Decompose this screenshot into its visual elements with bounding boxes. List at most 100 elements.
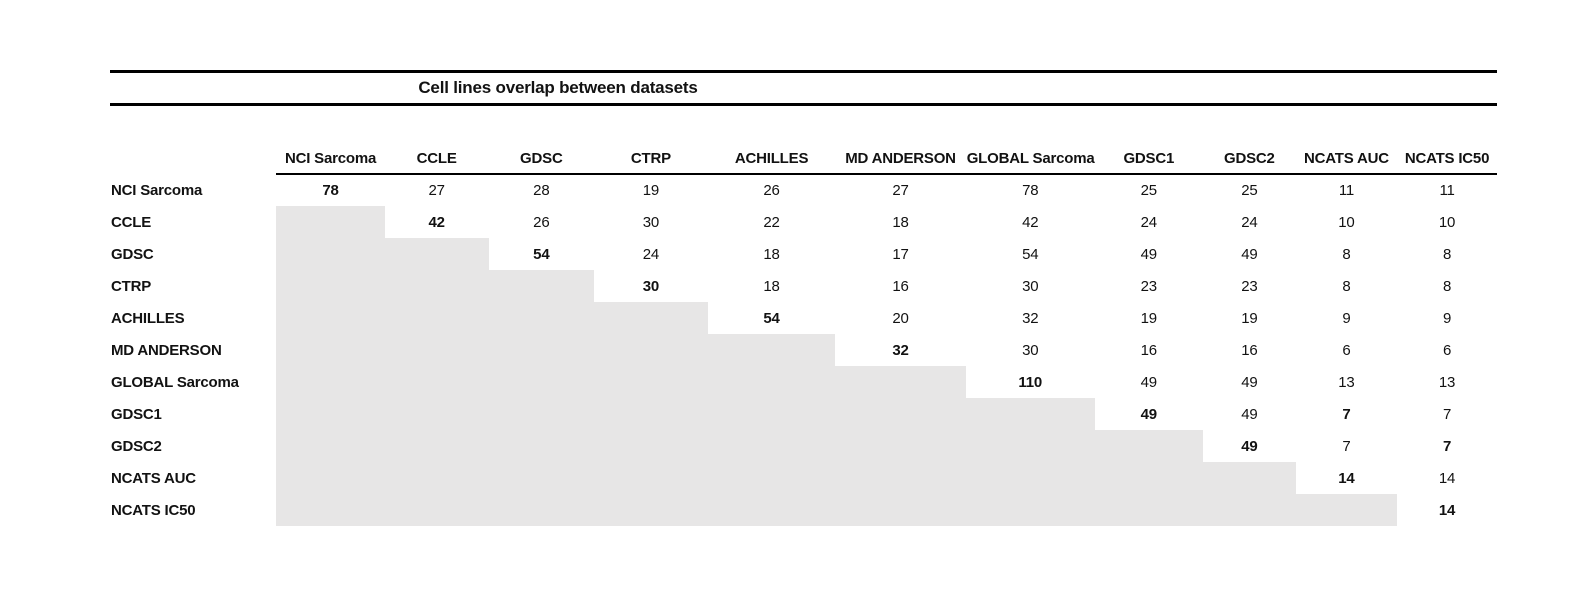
value-cell: 27 — [428, 182, 445, 199]
value-cell: 9 — [1442, 309, 1452, 327]
value-cell: 49 — [1241, 405, 1258, 423]
shaded-cell — [488, 494, 595, 526]
top-rule — [110, 70, 1497, 73]
value-cell: 32 — [1022, 309, 1039, 327]
value-cell: 30 — [1022, 277, 1039, 295]
value-cell: 13 — [1438, 373, 1456, 391]
value-cell: 49 — [1140, 405, 1157, 423]
value-cell: 6 — [1442, 341, 1452, 359]
shaded-cell — [707, 462, 836, 494]
shaded-cell — [1202, 462, 1296, 494]
value-cell: 78 — [322, 182, 339, 199]
value-cell: 8 — [1442, 245, 1452, 263]
shaded-cell — [707, 366, 836, 398]
value-cell: 30 — [642, 277, 660, 295]
shaded-cell — [488, 366, 595, 398]
row-label: GDSC2 — [111, 437, 162, 455]
value-cell: 14 — [1438, 469, 1456, 487]
shaded-cell — [707, 430, 836, 462]
value-cell: 17 — [892, 245, 909, 263]
row-label: CCLE — [111, 213, 152, 231]
row-label: ACHILLES — [111, 309, 185, 327]
table-row: NCATS IC50 14 — [110, 494, 1497, 526]
shaded-cell — [276, 206, 385, 238]
shaded-cell — [594, 430, 708, 462]
value-cell: 16 — [892, 277, 909, 295]
table-row: NCI Sarcoma 78 27 28 19 26 27 78 25 25 11 11 — [110, 174, 1497, 206]
shaded-cell — [594, 494, 708, 526]
value-cell: 24 — [1140, 213, 1157, 231]
value-cell: 49 — [1241, 245, 1258, 263]
shaded-cell — [384, 494, 489, 526]
overlap-table-figure: Cell lines overlap between datasets NCI … — [110, 70, 1497, 526]
table-row: ACHILLES 54 20 32 19 19 9 9 — [110, 302, 1497, 334]
column-header: NCI Sarcoma — [276, 106, 385, 175]
shaded-cell — [1202, 494, 1296, 526]
shaded-cell — [488, 334, 595, 366]
value-cell: 19 — [1241, 309, 1258, 327]
value-cell: 7 — [1342, 437, 1351, 455]
value-cell: 30 — [1022, 341, 1039, 359]
shaded-cell — [835, 430, 966, 462]
shaded-cell — [707, 334, 836, 366]
value-cell: 19 — [642, 182, 660, 199]
shaded-cell — [965, 462, 1095, 494]
table-row: NCATS AUC 14 14 — [110, 462, 1497, 494]
column-header: GLOBAL Sarcoma — [965, 106, 1095, 175]
column-header: GDSC — [488, 106, 595, 175]
column-header: ACHILLES — [707, 106, 836, 175]
table-row: GDSC1 49 49 7 7 — [110, 398, 1497, 430]
shaded-cell — [488, 462, 595, 494]
shaded-cell — [276, 494, 385, 526]
value-cell: 26 — [763, 182, 780, 199]
value-cell: 8 — [1442, 277, 1452, 295]
value-cell: 49 — [1241, 437, 1258, 455]
value-cell: 23 — [1241, 277, 1258, 295]
value-cell: 54 — [533, 245, 550, 263]
value-cell: 13 — [1338, 373, 1355, 391]
shaded-cell — [1295, 494, 1398, 526]
value-cell: 54 — [1022, 245, 1039, 263]
value-cell: 16 — [1140, 341, 1157, 359]
value-cell: 110 — [1018, 373, 1043, 391]
value-cell: 8 — [1342, 245, 1351, 263]
value-cell: 49 — [1140, 245, 1157, 263]
shaded-cell — [384, 334, 489, 366]
shaded-cell — [488, 430, 595, 462]
row-label: GDSC1 — [111, 405, 162, 423]
table-row: GDSC2 49 7 7 — [110, 430, 1497, 462]
value-cell: 30 — [642, 213, 660, 231]
column-header: MD ANDERSON — [835, 106, 966, 175]
table-title: Cell lines overlap between datasets — [418, 78, 698, 97]
shaded-cell — [1094, 430, 1203, 462]
value-cell: 7 — [1442, 437, 1452, 455]
shaded-cell — [384, 270, 489, 302]
shaded-cell — [707, 398, 836, 430]
value-cell: 32 — [892, 341, 909, 359]
value-cell: 18 — [763, 277, 780, 295]
value-cell: 24 — [642, 245, 660, 263]
title-bottom-rule — [110, 103, 1497, 106]
shaded-cell — [276, 462, 385, 494]
shaded-cell — [707, 494, 836, 526]
shaded-cell — [276, 430, 385, 462]
value-cell: 6 — [1342, 341, 1351, 359]
value-cell: 22 — [763, 213, 780, 231]
value-cell: 14 — [1338, 469, 1355, 487]
shaded-cell — [965, 398, 1095, 430]
table-row: CTRP 30 18 16 30 23 23 8 8 — [110, 270, 1497, 302]
shaded-cell — [594, 302, 708, 334]
value-cell: 27 — [892, 182, 909, 199]
shaded-cell — [835, 398, 966, 430]
shaded-cell — [965, 494, 1095, 526]
shaded-cell — [384, 398, 489, 430]
row-label: GDSC — [111, 245, 154, 263]
value-cell: 42 — [1022, 213, 1039, 231]
shaded-cell — [488, 398, 595, 430]
shaded-cell — [384, 238, 489, 270]
shaded-cell — [384, 302, 489, 334]
value-cell: 49 — [1140, 373, 1157, 391]
shaded-cell — [276, 334, 385, 366]
shaded-cell — [965, 430, 1095, 462]
overlap-matrix-table: NCI Sarcoma CCLE GDSC CTRP ACHILLES MD ANDERS… — [110, 106, 1497, 526]
